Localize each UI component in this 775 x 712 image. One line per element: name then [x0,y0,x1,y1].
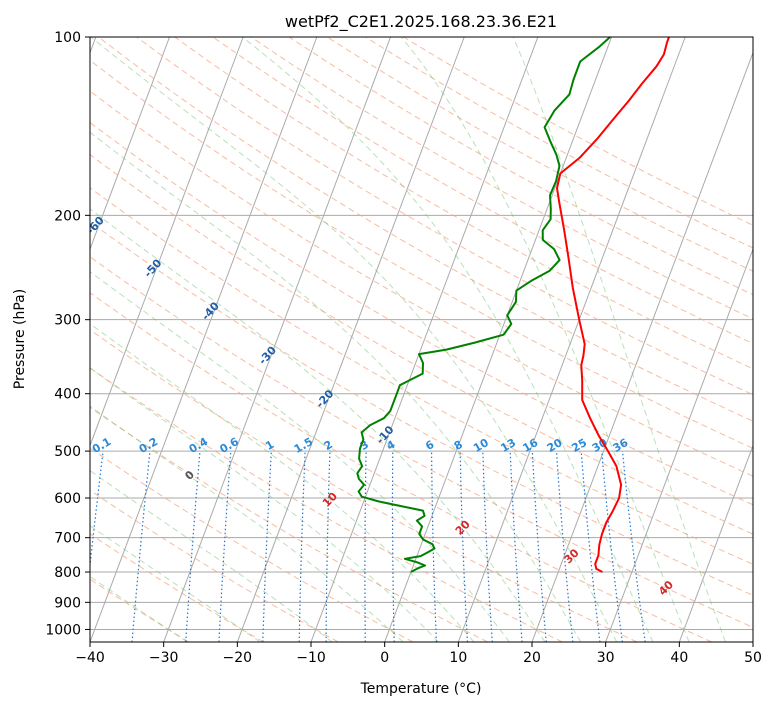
y-tick-label: 900 [54,595,81,611]
x-tick-label: 50 [744,650,762,666]
y-tick-label: 100 [54,30,81,46]
y-axis-label: Pressure (hPa) [12,289,28,389]
x-tick-label: −30 [149,650,179,666]
y-tick-label: 1000 [45,622,81,638]
y-tick-label: 400 [54,387,81,403]
y-tick-label: 300 [54,313,81,329]
x-tick-label: 0 [380,650,389,666]
y-tick-label: 500 [54,444,81,460]
y-tick-label: 700 [54,531,81,547]
x-tick-label: 40 [670,650,688,666]
y-tick-label: 200 [54,208,81,224]
x-tick-label: −40 [75,650,105,666]
chart-title: wetPf2_C2E1.2025.168.23.36.E21 [285,12,557,32]
x-tick-label: −10 [296,650,326,666]
x-tick-label: 30 [597,650,615,666]
x-tick-label: −20 [223,650,253,666]
x-tick-label: 20 [523,650,541,666]
x-axis-label: Temperature (°C) [360,681,482,697]
x-tick-label: 10 [449,650,467,666]
y-tick-label: 600 [54,491,81,507]
y-tick-label: 800 [54,565,81,581]
